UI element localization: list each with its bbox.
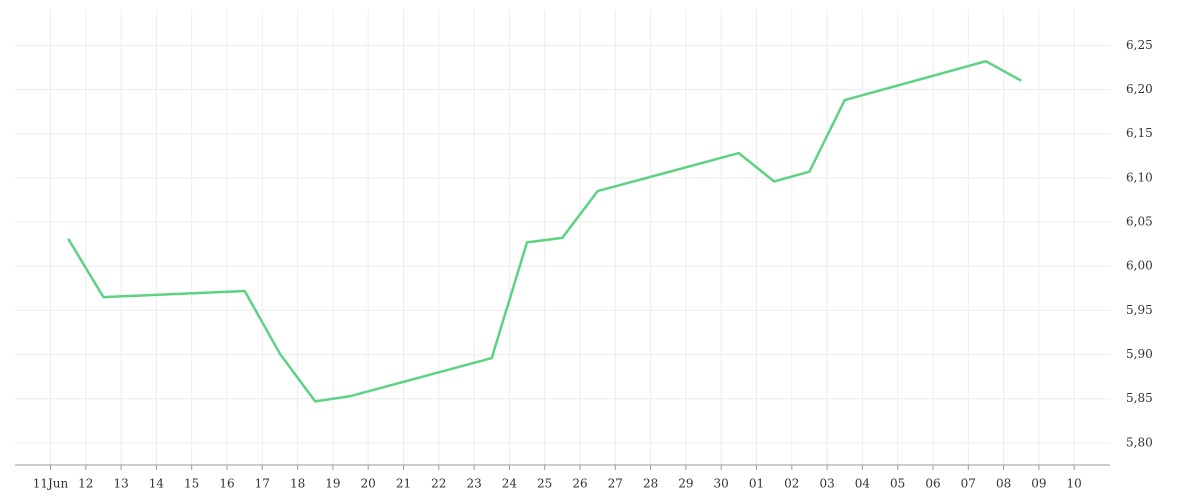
y-tick-label: 6,25: [1126, 38, 1153, 52]
x-tick-label: 11Jun: [33, 477, 69, 491]
y-tick-label: 6,20: [1126, 82, 1153, 96]
x-tick-label: 21: [396, 477, 411, 491]
x-tick-label: 30: [714, 477, 729, 491]
x-tick-label: 12: [78, 477, 93, 491]
x-tick-label: 26: [572, 477, 587, 491]
x-tick-label: 13: [113, 477, 128, 491]
y-tick-label: 5,90: [1126, 347, 1153, 361]
y-tick-label: 6,10: [1126, 170, 1153, 184]
x-tick-label: 22: [431, 477, 446, 491]
x-tick-label: 10: [1067, 477, 1082, 491]
x-tick-label: 04: [855, 477, 871, 491]
y-tick-label: 6,05: [1126, 215, 1153, 229]
x-tick-label: 24: [502, 477, 518, 491]
y-tick-label: 5,85: [1126, 391, 1153, 405]
x-tick-label: 20: [361, 477, 376, 491]
line-series: [67, 59, 1022, 403]
y-tick-label: 5,95: [1126, 303, 1153, 317]
x-tick-label: 28: [643, 477, 658, 491]
x-tick-label: 07: [961, 477, 976, 491]
x-tick-label: 29: [678, 477, 693, 491]
x-tick-label: 05: [890, 477, 905, 491]
x-tick-label: 14: [149, 477, 165, 491]
x-tick-label: 15: [184, 477, 199, 491]
x-tick-label: 17: [255, 477, 270, 491]
x-tick-label: 23: [466, 477, 481, 491]
x-tick-label: 01: [749, 477, 764, 491]
y-tick-label: 6,00: [1126, 259, 1153, 273]
x-tick-label: 19: [325, 477, 340, 491]
x-tick-label: 03: [819, 477, 834, 491]
x-tick-label: 02: [784, 477, 799, 491]
y-tick-label: 5,80: [1126, 435, 1153, 449]
x-tick-label: 08: [996, 477, 1011, 491]
x-tick-label: 27: [608, 477, 623, 491]
x-tick-label: 06: [925, 477, 940, 491]
x-tick-label: 16: [219, 477, 234, 491]
x-tick-label: 09: [1031, 477, 1046, 491]
x-tick-label: 25: [537, 477, 552, 491]
x-tick-label: 18: [290, 477, 305, 491]
y-tick-label: 6,15: [1126, 126, 1153, 140]
